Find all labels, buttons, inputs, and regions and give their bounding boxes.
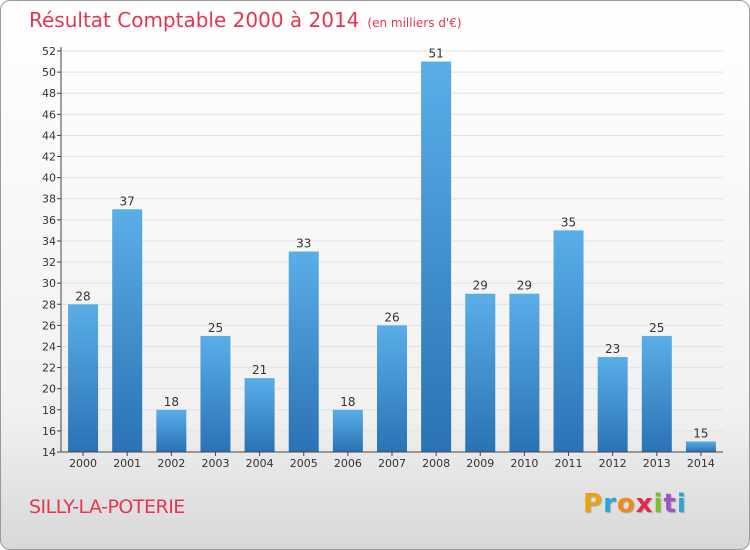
chart-subtitle: (en milliers d'€) bbox=[367, 16, 462, 30]
y-tick-label: 48 bbox=[42, 87, 56, 100]
data-label: 29 bbox=[517, 279, 532, 293]
y-tick-label: 34 bbox=[42, 235, 56, 248]
data-label: 21 bbox=[252, 363, 267, 377]
chart-title-text: Résultat Comptable 2000 à 2014 bbox=[29, 8, 360, 32]
x-tick-label: 2013 bbox=[643, 457, 671, 470]
proxiti-logo: Proxiti bbox=[583, 489, 687, 519]
x-tick-label: 2005 bbox=[290, 457, 318, 470]
x-tick-label: 2007 bbox=[378, 457, 406, 470]
logo-letter: i bbox=[676, 489, 687, 519]
y-tick-label: 32 bbox=[42, 256, 56, 269]
bar bbox=[597, 357, 628, 452]
bar bbox=[421, 61, 452, 452]
data-label: 35 bbox=[561, 215, 576, 229]
y-tick-label: 14 bbox=[42, 446, 56, 459]
bar bbox=[244, 378, 275, 452]
data-label: 25 bbox=[208, 321, 223, 335]
logo-letter: i bbox=[653, 489, 664, 519]
y-tick-label: 18 bbox=[42, 404, 56, 417]
x-tick-label: 2001 bbox=[113, 457, 141, 470]
y-tick-label: 28 bbox=[42, 298, 56, 311]
bars bbox=[68, 61, 716, 452]
logo-letter: t bbox=[663, 489, 677, 519]
y-tick-label: 52 bbox=[42, 45, 56, 58]
data-label: 33 bbox=[296, 237, 311, 251]
x-tick-label: 2009 bbox=[466, 457, 494, 470]
bar bbox=[332, 409, 363, 452]
x-tick-label: 2002 bbox=[157, 457, 185, 470]
y-tick-label: 46 bbox=[42, 108, 56, 121]
logo-letter: x bbox=[635, 489, 654, 519]
logo-letter: o bbox=[616, 489, 636, 519]
y-tick-label: 16 bbox=[42, 425, 56, 438]
data-label: 15 bbox=[693, 426, 708, 440]
bar bbox=[465, 293, 496, 452]
bar bbox=[553, 230, 584, 452]
y-tick-label: 30 bbox=[42, 277, 56, 290]
y-tick-label: 38 bbox=[42, 193, 56, 206]
x-tick-label: 2008 bbox=[422, 457, 450, 470]
data-labels: 28 37 18 25 21 33 18 26 51 29 29 35 23 25 15 bbox=[75, 47, 708, 441]
data-label: 18 bbox=[340, 395, 355, 409]
data-label: 18 bbox=[164, 395, 179, 409]
x-tick-label: 2004 bbox=[246, 457, 274, 470]
y-tick-label: 26 bbox=[42, 319, 56, 332]
y-tick-label: 50 bbox=[42, 66, 56, 79]
bar bbox=[641, 335, 672, 452]
y-tick-label: 44 bbox=[42, 129, 56, 142]
x-tick-label: 2003 bbox=[201, 457, 229, 470]
y-tick-label: 40 bbox=[42, 172, 56, 185]
commune-name: SILLY-LA-POTERIE bbox=[29, 496, 185, 518]
bar bbox=[200, 335, 231, 452]
x-tick-label: 2006 bbox=[334, 457, 362, 470]
data-label: 28 bbox=[75, 289, 90, 303]
y-tick-label: 24 bbox=[42, 340, 56, 353]
y-tick-label: 42 bbox=[42, 151, 56, 164]
y-tick-label: 22 bbox=[42, 362, 56, 375]
data-label: 37 bbox=[120, 194, 135, 208]
x-tick-label: 2000 bbox=[69, 457, 97, 470]
data-label: 29 bbox=[473, 279, 488, 293]
y-tick-label: 36 bbox=[42, 214, 56, 227]
bar bbox=[509, 293, 540, 452]
logo-letter: r bbox=[603, 489, 617, 519]
axes: 14 16 18 20 22 24 26 28 30 32 34 36 38 40 42 44 46 48 50 52… bbox=[42, 45, 723, 470]
bar bbox=[288, 251, 319, 452]
data-label: 23 bbox=[605, 342, 620, 356]
bar bbox=[685, 441, 716, 452]
x-tick-label: 2010 bbox=[510, 457, 538, 470]
data-label: 26 bbox=[384, 310, 399, 324]
logo-letter: P bbox=[583, 489, 604, 519]
x-tick-label: 2012 bbox=[599, 457, 627, 470]
x-tick-label: 2011 bbox=[555, 457, 583, 470]
chart-title: Résultat Comptable 2000 à 2014 (en millie… bbox=[29, 8, 462, 32]
y-tick-label: 20 bbox=[42, 383, 56, 396]
bar bbox=[156, 409, 187, 452]
bar bbox=[112, 209, 143, 452]
x-tick-label: 2014 bbox=[687, 457, 715, 470]
bar bbox=[377, 325, 407, 452]
data-label: 25 bbox=[649, 321, 664, 335]
data-label: 51 bbox=[428, 47, 443, 61]
bar bbox=[68, 304, 99, 452]
